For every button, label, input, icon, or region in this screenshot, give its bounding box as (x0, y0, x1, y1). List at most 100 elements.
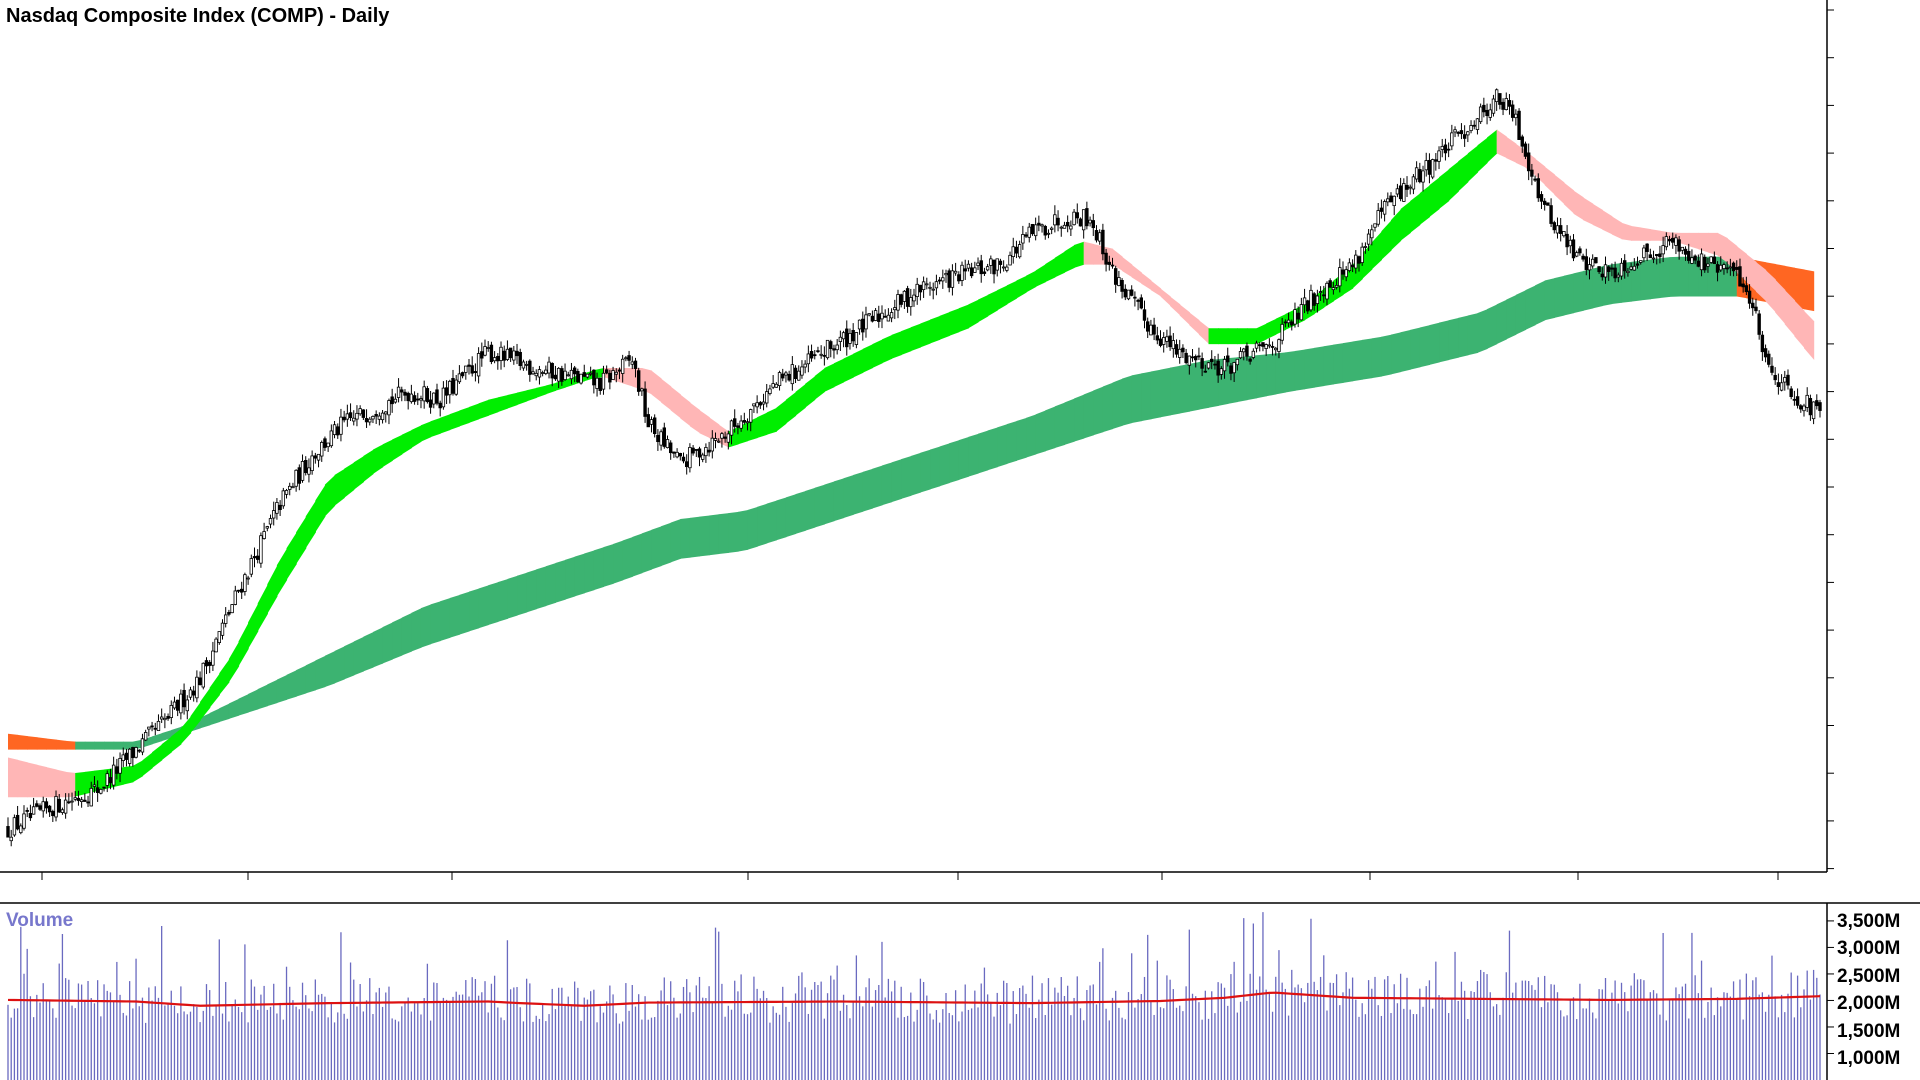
long-ribbon-segment (257, 684, 268, 710)
short-ribbon-segment (238, 622, 249, 667)
short-ribbon-segment (65, 771, 76, 798)
candle-body (207, 661, 212, 666)
candle-body (198, 677, 202, 686)
candle-body (579, 373, 583, 384)
candle-body (169, 704, 173, 718)
candle-body (931, 288, 935, 291)
long-ribbon-segment (449, 594, 460, 638)
candle-body (1338, 267, 1342, 287)
short-ribbon-segment (1563, 182, 1575, 214)
candle-body (121, 754, 125, 761)
candle-body (1168, 335, 1172, 348)
long-ribbon-segment (680, 517, 691, 559)
candle-body (230, 604, 234, 614)
short-ribbon-segment (641, 368, 653, 395)
candle-body (745, 421, 750, 424)
candle-body (838, 336, 843, 342)
candle-body (428, 399, 433, 408)
candle-body (1069, 225, 1073, 230)
candle-body (9, 836, 13, 842)
candle-body (1402, 183, 1406, 202)
candle-body (656, 434, 660, 443)
candle-body (1277, 339, 1281, 352)
candle-body (1296, 312, 1300, 320)
candle-body (1290, 321, 1294, 326)
long-ribbon-segment (305, 660, 316, 694)
candle-body (1786, 374, 1790, 386)
candle-body (582, 372, 586, 377)
candle-body (1270, 346, 1275, 348)
long-ribbon-segment (1064, 398, 1075, 445)
candle-body (441, 387, 446, 408)
candle-body (1242, 348, 1246, 353)
candle-body (841, 332, 846, 340)
candle-body (1094, 230, 1099, 241)
long-ribbon-segment (286, 670, 297, 700)
candle-body (1725, 267, 1729, 270)
candle-body (470, 365, 474, 374)
long-ribbon-segment (1285, 351, 1296, 393)
candle-body (108, 777, 113, 784)
long-ribbon-segment (1208, 359, 1219, 408)
candle-body (1261, 342, 1265, 347)
candle-body (921, 281, 926, 291)
candle-body (937, 279, 942, 282)
candle-body (1623, 260, 1627, 272)
short-ribbon-segment (795, 383, 806, 416)
long-ribbon-segment (228, 698, 240, 719)
long-ribbon-segment (814, 484, 825, 528)
candle-body (1735, 266, 1739, 270)
candle-body (377, 415, 382, 420)
candle-body (1546, 202, 1550, 206)
candle-body (1165, 336, 1169, 342)
candle-body (873, 310, 878, 321)
candle-body (1510, 104, 1515, 118)
candle-body (1616, 274, 1621, 278)
candle-body (419, 398, 423, 401)
short-ribbon-segment (978, 294, 989, 323)
candle-body (588, 372, 593, 375)
candle-body (1309, 289, 1313, 311)
candle-body (1751, 302, 1755, 309)
candle-body (1504, 98, 1508, 111)
candle-body (1706, 263, 1710, 267)
candle-body (291, 486, 295, 489)
candle-body (947, 270, 951, 288)
short-ribbon-segment (27, 762, 38, 798)
candle-body (92, 784, 97, 787)
short-ribbon-segment (46, 767, 57, 798)
long-ribbon-segment (209, 708, 220, 726)
candle-body (1123, 288, 1127, 298)
candle-body (1655, 254, 1659, 257)
long-ribbon-segment (536, 566, 547, 610)
long-ribbon-segment (526, 569, 537, 613)
candle-body (1293, 309, 1297, 325)
candle-body (1558, 225, 1563, 234)
candle-body (47, 805, 52, 813)
long-ribbon-segment (833, 478, 845, 522)
candle-body (1197, 355, 1201, 358)
short-ribbon-segment (824, 363, 835, 392)
long-ribbon-segment (36, 737, 48, 750)
long-ribbon-segment (219, 703, 230, 723)
candle-body (1373, 223, 1377, 228)
candle-body (1703, 256, 1707, 271)
candle-body (240, 588, 244, 593)
long-ribbon-segment (1189, 361, 1200, 412)
candle-body (323, 438, 327, 448)
candle-body (1792, 398, 1797, 401)
candle-body (435, 389, 439, 404)
candle-body (822, 354, 827, 357)
short-ribbon-segment (372, 444, 384, 474)
short-ribbon-segment (1602, 210, 1613, 235)
candle-body (550, 363, 554, 379)
long-ribbon-segment (785, 494, 797, 538)
candle-body (54, 796, 58, 818)
candle-body (1248, 358, 1252, 362)
candle-body (809, 351, 814, 359)
long-ribbon-segment (824, 481, 835, 525)
short-ribbon-segment (1006, 280, 1018, 305)
candle-body (1206, 362, 1211, 369)
long-ribbon-segment (1535, 280, 1546, 326)
long-ribbon-segment (747, 506, 758, 550)
